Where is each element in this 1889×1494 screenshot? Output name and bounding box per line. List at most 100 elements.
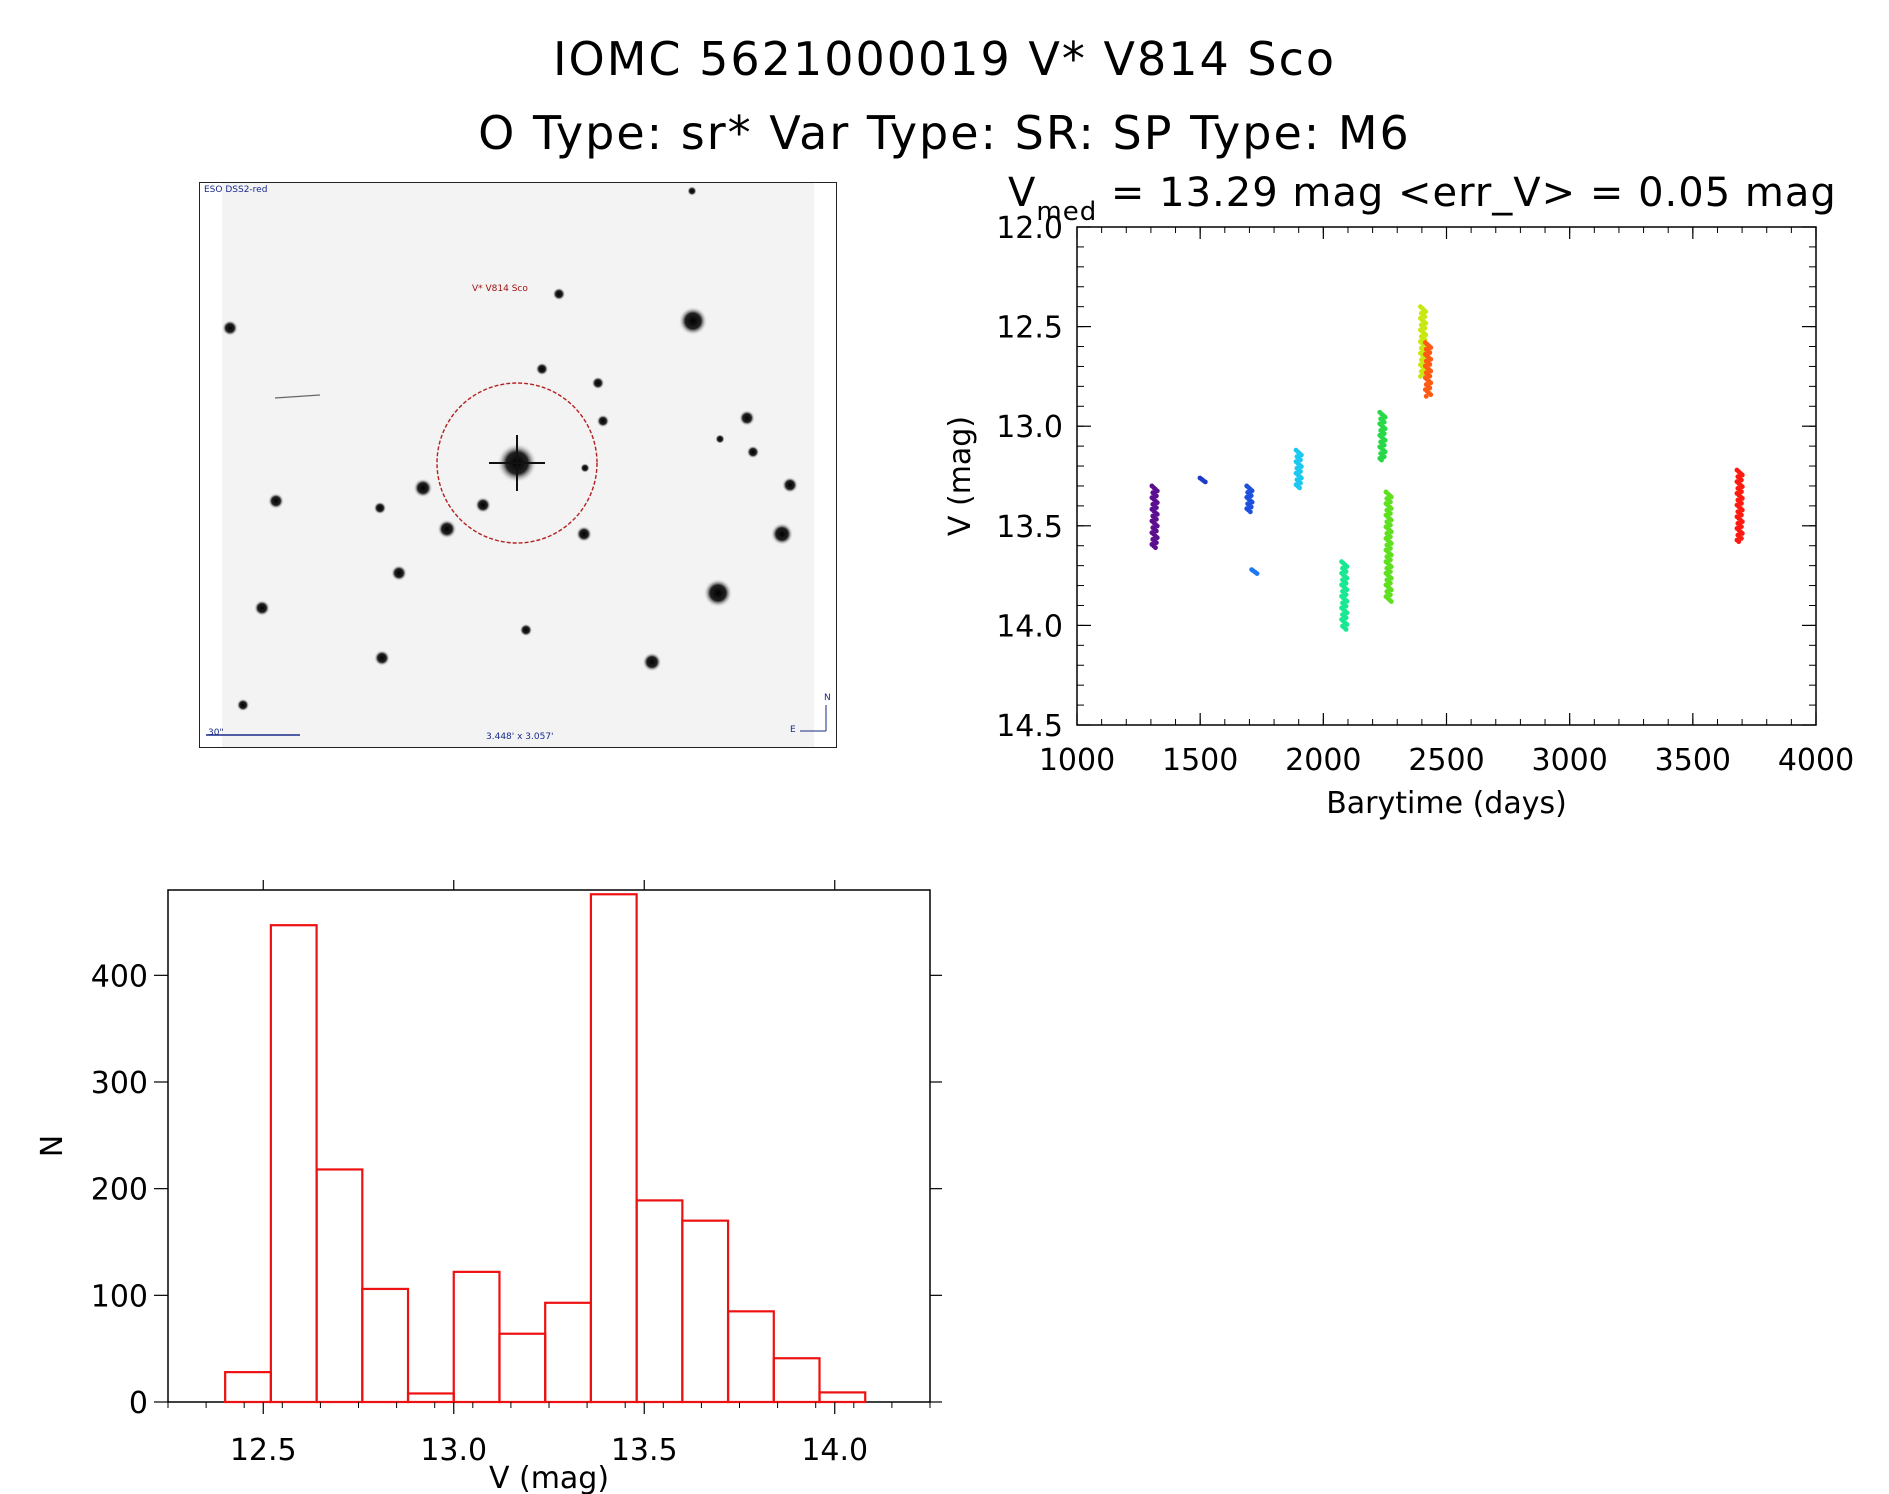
histogram-bar bbox=[635, 1199, 684, 1404]
finder-star-field bbox=[200, 183, 836, 747]
data-point bbox=[1343, 615, 1349, 621]
stats-values: = 13.29 mag <err_V> = 0.05 mag bbox=[1097, 170, 1837, 216]
histogram-bar bbox=[361, 1287, 410, 1404]
data-point bbox=[1422, 325, 1428, 331]
star bbox=[596, 414, 610, 428]
data-point bbox=[1427, 361, 1433, 367]
data-point bbox=[1249, 499, 1255, 505]
histogram-frame bbox=[167, 889, 931, 1403]
data-point bbox=[1249, 488, 1255, 494]
data-cluster bbox=[1149, 483, 1160, 551]
data-point bbox=[1739, 477, 1744, 483]
x-axis-label: Barytime (days) bbox=[1326, 786, 1567, 821]
data-cluster bbox=[1293, 447, 1304, 491]
target-circle bbox=[436, 382, 598, 544]
x-tick-label: 2500 bbox=[1408, 743, 1484, 778]
data-cluster bbox=[1249, 567, 1260, 577]
data-point bbox=[1379, 457, 1384, 463]
data-point bbox=[1344, 622, 1350, 627]
vmed-symbol: V bbox=[1008, 170, 1037, 216]
star bbox=[374, 650, 390, 666]
data-point bbox=[1153, 493, 1159, 499]
data-point bbox=[1153, 528, 1159, 534]
star bbox=[413, 478, 433, 498]
star bbox=[535, 362, 549, 376]
histogram-bar bbox=[589, 893, 638, 1404]
star bbox=[519, 623, 533, 637]
star bbox=[437, 519, 457, 539]
vmed-subscript: med bbox=[1036, 197, 1098, 227]
finder-compass-e: E bbox=[790, 725, 796, 735]
data-point bbox=[1344, 598, 1350, 604]
chart-title-types: O Type: sr* Var Type: SR: SP Type: M6 bbox=[478, 106, 1411, 160]
data-point bbox=[1388, 511, 1393, 516]
star bbox=[552, 287, 566, 301]
star bbox=[222, 320, 238, 336]
data-point bbox=[1343, 569, 1349, 574]
star bbox=[715, 434, 725, 444]
data-point bbox=[1739, 484, 1745, 490]
data-point bbox=[1299, 464, 1304, 469]
star bbox=[576, 526, 592, 542]
data-point bbox=[1423, 332, 1429, 338]
data-cluster bbox=[1734, 467, 1745, 545]
data-point bbox=[1344, 587, 1350, 593]
data-point bbox=[1344, 575, 1350, 581]
star bbox=[678, 306, 708, 336]
data-cluster bbox=[1417, 304, 1429, 379]
data-point bbox=[1388, 494, 1394, 500]
y-axis-label: N bbox=[35, 1135, 70, 1157]
finder-edge-strip bbox=[814, 183, 836, 747]
x-tick-label: 3500 bbox=[1655, 743, 1731, 778]
star bbox=[687, 186, 697, 196]
x-axis-label: V (mag) bbox=[489, 1461, 609, 1494]
y-tick-label: 13.5 bbox=[996, 510, 1063, 545]
data-point bbox=[1739, 524, 1744, 530]
data-point bbox=[1739, 536, 1744, 541]
data-cluster bbox=[1197, 475, 1208, 485]
data-point bbox=[1388, 534, 1393, 540]
data-point bbox=[1422, 314, 1428, 320]
data-point bbox=[1344, 564, 1350, 570]
y-tick-label: 300 bbox=[91, 1066, 148, 1101]
data-point bbox=[1343, 603, 1349, 609]
x-tick-label: 1500 bbox=[1162, 743, 1238, 778]
data-point bbox=[1382, 449, 1388, 455]
data-point bbox=[1388, 552, 1394, 558]
data-point bbox=[1343, 580, 1349, 586]
star bbox=[642, 652, 662, 672]
data-point bbox=[1382, 437, 1388, 443]
star bbox=[254, 600, 270, 616]
star bbox=[591, 376, 605, 390]
data-point bbox=[1739, 500, 1744, 506]
finder-edge-strip bbox=[200, 183, 222, 747]
y-tick-label: 14.0 bbox=[996, 609, 1063, 644]
star bbox=[391, 565, 407, 581]
data-point bbox=[1298, 457, 1303, 463]
data-point bbox=[1381, 419, 1387, 425]
finder-survey-label: ESO DSS2-red bbox=[204, 185, 268, 195]
finder-target-label: V* V814 Sco bbox=[472, 284, 528, 294]
y-tick-label: 12.0 bbox=[996, 211, 1063, 246]
x-tick-label: 13.5 bbox=[611, 1433, 678, 1468]
data-point bbox=[1298, 480, 1303, 486]
data-point bbox=[1388, 506, 1394, 511]
data-point bbox=[1297, 485, 1302, 491]
data-point bbox=[1382, 426, 1388, 432]
finder-scale-label: 30" bbox=[208, 728, 224, 738]
data-point bbox=[1736, 539, 1742, 545]
data-point bbox=[1428, 380, 1434, 386]
data-cluster bbox=[1383, 489, 1394, 604]
x-tick-label: 2000 bbox=[1285, 743, 1361, 778]
data-point bbox=[1739, 489, 1744, 495]
star bbox=[268, 493, 284, 509]
finder-fov-label: 3.448' x 3.057' bbox=[486, 732, 554, 742]
data-point bbox=[1388, 599, 1394, 604]
star bbox=[373, 501, 387, 515]
lightcurve-stats-title: Vmed = 13.29 mag <err_V> = 0.05 mag bbox=[1008, 170, 1837, 227]
star bbox=[739, 410, 755, 426]
data-point bbox=[1739, 507, 1745, 513]
x-tick-label: 1000 bbox=[1039, 743, 1115, 778]
data-point bbox=[1388, 499, 1393, 505]
histogram-bar bbox=[772, 1357, 821, 1404]
